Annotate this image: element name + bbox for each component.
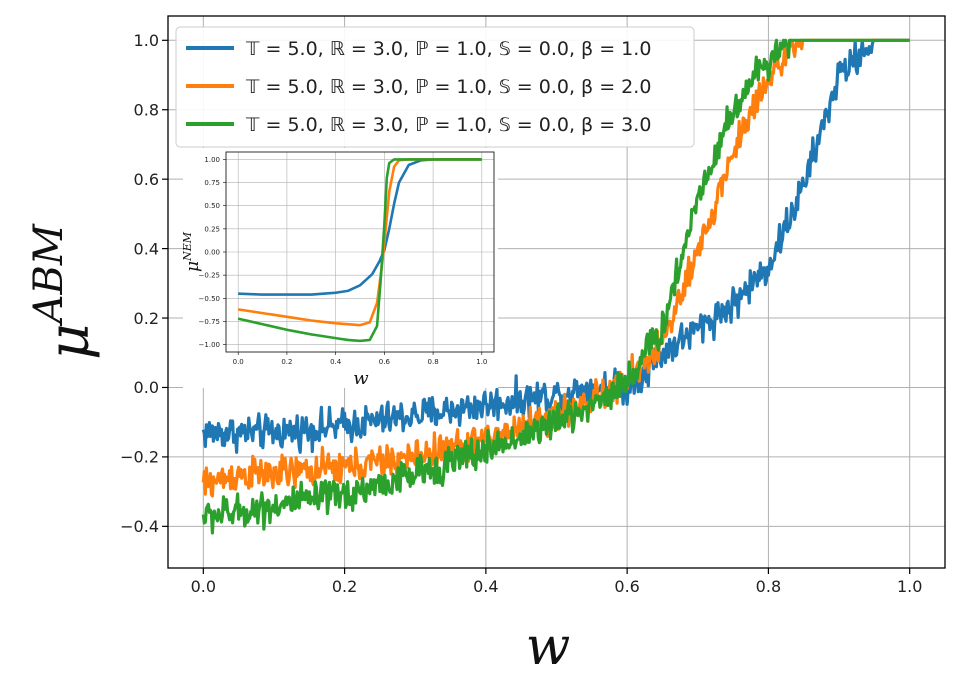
main-y-tick-label: 0.2	[134, 309, 159, 328]
legend-label-beta-3: 𝕋 = 5.0, ℝ = 3.0, ℙ = 1.0, 𝕊 = 0.0, β = …	[245, 114, 651, 136]
main-y-axis-label-base: μ	[37, 323, 102, 359]
main-y-tick-label: 1.0	[134, 31, 159, 50]
main-y-tick-label: 0.4	[134, 239, 159, 258]
inset-x-tick-label: 0.8	[428, 358, 439, 366]
inset-y-tick-label: −0.25	[199, 272, 220, 280]
main-x-tick-label: 0.0	[191, 577, 216, 596]
inset-x-tick-label: 0.0	[233, 358, 244, 366]
inset-y-axis-label-base: μ	[183, 261, 203, 272]
svg-text:μNEM: μNEM	[181, 231, 203, 272]
inset-y-tick-label: −0.75	[199, 318, 220, 326]
main-series-group	[201, 38, 911, 535]
inset-chart: 0.0 0.2 0.4 0.6 0.8 1.0 −1.00 −0.75 −0.50 −0.25 0.…	[181, 148, 498, 389]
main-y-tick-label: −0.2	[120, 448, 159, 467]
inset-background	[183, 148, 498, 388]
main-series-line-beta-3	[201, 38, 911, 535]
inset-y-tick-label: 0.00	[204, 249, 220, 257]
inset-series-group	[237, 158, 483, 343]
main-plot-frame	[167, 15, 946, 569]
inset-x-tick-label: 1.0	[476, 358, 487, 366]
inset-y-axis-label: μNEM	[181, 231, 203, 272]
inset-y-tick-label: 1.00	[204, 156, 220, 164]
main-tick-labels: 0.0 0.2 0.4 0.6 0.8 1.0−0.4−0.20.00.20.40.60.…	[120, 31, 922, 596]
inset-x-tick-label: 0.4	[330, 358, 342, 366]
main-y-tick-label: 0.0	[134, 378, 159, 397]
legend: 𝕋 = 5.0, ℝ = 3.0, ℙ = 1.0, 𝕊 = 0.0, β = …	[175, 26, 695, 148]
svg-text:μABM: μABM	[26, 223, 102, 360]
inset-series-line-beta-3	[237, 158, 483, 343]
inset-y-tick-label: −1.00	[199, 341, 220, 349]
inset-y-axis-label-sup: NEM	[181, 231, 194, 262]
main-y-axis-label: μABM	[26, 223, 102, 360]
inset-y-tick-label: 0.50	[204, 202, 220, 210]
main-y-tick-label: 0.6	[134, 170, 159, 189]
main-series-line-beta-1	[201, 38, 911, 454]
legend-label-beta-2: 𝕋 = 5.0, ℝ = 3.0, ℙ = 1.0, 𝕊 = 0.0, β = …	[245, 76, 651, 98]
main-y-tick-label: 0.8	[134, 100, 159, 119]
inset-x-tick-label: 0.2	[281, 358, 292, 366]
inset-y-tick-label: 0.75	[204, 179, 220, 187]
main-x-tick-label: 0.8	[756, 577, 781, 596]
main-y-tick-label: −0.4	[120, 517, 159, 536]
inset-x-axis-label: w	[353, 368, 369, 389]
main-x-tick-label: 1.0	[897, 577, 922, 596]
inset-x-tick-label: 0.6	[379, 358, 391, 366]
inset-y-tick-label: 0.25	[204, 225, 220, 233]
main-x-axis-label: w	[526, 617, 571, 677]
main-x-tick-label: 0.2	[332, 577, 357, 596]
main-x-tick-label: 0.6	[614, 577, 639, 596]
main-x-tick-label: 0.4	[473, 577, 498, 596]
legend-label-beta-1: 𝕋 = 5.0, ℝ = 3.0, ℙ = 1.0, 𝕊 = 0.0, β = …	[245, 38, 651, 60]
main-y-axis-label-sup: ABM	[26, 223, 72, 327]
inset-tick-labels: 0.0 0.2 0.4 0.6 0.8 1.0 −1.00 −0.75 −0.50 −0.25 0.…	[199, 156, 488, 366]
inset-y-tick-label: −0.50	[199, 295, 220, 303]
legend-box	[175, 26, 695, 148]
